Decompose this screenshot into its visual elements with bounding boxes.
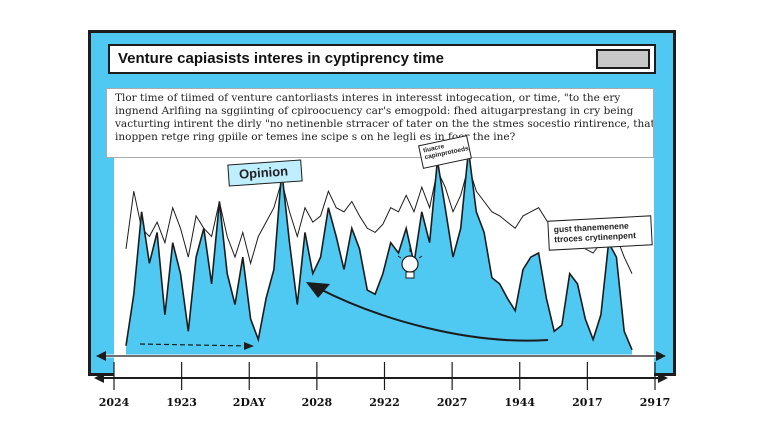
dashed-arrow [139, 343, 251, 347]
x-tick-label: 2027 [436, 396, 468, 409]
x-tick-label: 2922 [369, 396, 400, 409]
x-axis-arrow-left-icon [96, 351, 106, 361]
x-tick-label: 1944 [504, 396, 536, 409]
x-axis-arrow-left-icon [94, 373, 104, 383]
overlay-layer [94, 248, 668, 390]
trend-arrow-head-icon [306, 282, 330, 298]
dashed-arrow-head-icon [244, 342, 254, 350]
x-tick-label: 1923 [166, 396, 197, 409]
tick-layer [113, 362, 656, 390]
description-line: vacturting intirent the dirly "no netine… [115, 118, 654, 130]
series-line-primary [125, 149, 633, 351]
callout-mid-text: tiuacre capinprotoeds [422, 143, 470, 162]
lightbulb-icon [397, 248, 423, 279]
callout-opinion-text: Opinion [238, 163, 289, 182]
description-line: ingnend Arlfiing na sggiinting of cpiroo… [115, 105, 634, 117]
trend-arrow [317, 287, 549, 342]
title-bar: Venture capiasists interes in cyptiprenc… [108, 44, 656, 74]
series-area-primary [126, 150, 632, 356]
x-tick-label: 2917 [639, 396, 671, 409]
x-tick-label: 2017 [572, 396, 603, 409]
chart-title: Venture capiasists interes in cyptiprenc… [118, 50, 444, 67]
description-line: inoppen retge ring gpiile or temes ine s… [115, 131, 516, 143]
x-tick-label: 2024 [98, 396, 130, 409]
x-axis-arrow-right-icon [658, 373, 668, 383]
series-layer [125, 149, 633, 356]
callout-right-text: gust thanemenene ttroces crytinenpent [553, 220, 637, 245]
description-line: Tlor time of tiimed of venture cantorlia… [115, 92, 621, 104]
x-tick-label: 2028 [301, 396, 333, 409]
window-button[interactable] [596, 49, 650, 69]
x-axis-arrow-right-icon [656, 351, 666, 361]
x-tick-label: 2DAY [232, 396, 266, 409]
description-panel: Tlor time of tiimed of venture cantorlia… [106, 88, 654, 158]
callout-right: gust thanemenene ttroces crytinenpent [547, 215, 653, 251]
